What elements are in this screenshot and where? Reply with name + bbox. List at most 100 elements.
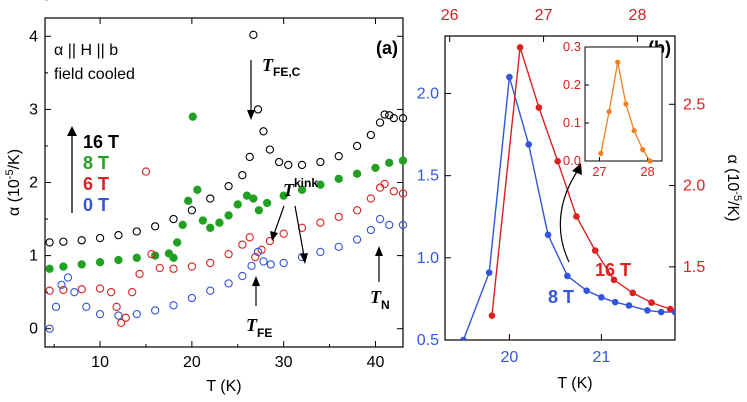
series-label-16T: 16 T <box>595 260 631 280</box>
inset-point <box>640 147 646 153</box>
y-axis-label-b-part: -5 <box>731 191 743 201</box>
y-right-tick-label-b: 1.5 <box>683 259 705 276</box>
data-point <box>279 229 288 238</box>
data-point <box>297 160 307 170</box>
y-tick-label-b: 1.0 <box>417 250 439 267</box>
data-point <box>151 306 160 315</box>
data-point-b <box>591 247 599 254</box>
data-point <box>352 206 362 215</box>
data-point <box>238 171 247 180</box>
legend-entry: 0 T <box>83 195 109 215</box>
x-tick-label-a: 10 <box>91 354 109 371</box>
data-point-b <box>525 141 533 148</box>
data-point <box>184 196 193 205</box>
data-point <box>82 302 91 311</box>
data-point <box>238 271 247 281</box>
data-point <box>117 318 126 328</box>
data-point-b <box>554 157 561 165</box>
data-point-b <box>488 312 496 319</box>
tn-pointer-head <box>375 246 383 256</box>
tfec-pointer-head <box>247 110 255 120</box>
data-point-b <box>657 308 665 316</box>
data-point <box>253 105 263 114</box>
data-point <box>366 225 376 235</box>
data-point <box>233 200 242 209</box>
data-point <box>114 255 123 265</box>
series-a-0 <box>45 30 408 247</box>
data-point <box>245 233 254 242</box>
data-point <box>193 185 202 194</box>
data-point <box>254 206 264 215</box>
data-point <box>57 280 66 290</box>
y-axis-label-b-part: /K) <box>724 201 741 221</box>
y-axis-label-b: α (10-5/K) <box>724 154 743 221</box>
data-point <box>59 262 68 271</box>
series-a-3 <box>45 214 408 333</box>
x-tick-label-a: 20 <box>183 354 201 371</box>
data-point-b <box>535 104 543 111</box>
data-point <box>141 167 151 176</box>
data-point <box>385 158 394 167</box>
data-point <box>380 110 389 119</box>
data-point <box>274 157 284 167</box>
data-point <box>132 309 141 319</box>
plot-frame-b <box>444 35 676 341</box>
data-point <box>316 247 325 257</box>
data-point <box>366 194 376 203</box>
x-top-tick-label-b: 26 <box>441 7 459 24</box>
data-point <box>259 257 268 266</box>
data-point <box>147 249 156 259</box>
data-point-b <box>598 293 605 301</box>
y-axis-label-part: -5 <box>4 169 16 179</box>
data-point <box>259 127 268 136</box>
tkink-pointer-2-head <box>300 253 308 264</box>
tkink-pointer-1 <box>273 205 285 235</box>
inset-x-tick-label: 28 <box>640 164 654 179</box>
inset-point <box>623 101 629 107</box>
data-point-b <box>583 287 590 295</box>
data-point <box>251 252 260 262</box>
data-point <box>224 249 233 259</box>
x-tick-label-a: 30 <box>275 354 293 371</box>
data-point-b <box>648 299 655 306</box>
data-point <box>371 163 380 173</box>
data-point <box>279 258 288 268</box>
data-point <box>169 264 178 273</box>
legend-arrow-head <box>67 126 77 136</box>
inset-y-tick-label: 0.3 <box>563 39 581 54</box>
inset-point <box>647 158 653 164</box>
y-axis-label-a: α (10-5/K) <box>4 149 23 216</box>
series-a-1 <box>45 112 408 273</box>
series-line-b <box>491 47 671 316</box>
y-tick-label-a: 2 <box>29 175 38 192</box>
legend-entry: 8 T <box>83 153 109 173</box>
data-point <box>169 214 178 224</box>
data-point <box>224 182 233 191</box>
tkink-pointer-1-head <box>270 231 278 241</box>
data-point <box>59 285 68 295</box>
inset-point <box>615 59 621 65</box>
tkink-label-main: T <box>283 180 295 200</box>
data-point-b <box>610 276 618 284</box>
data-point <box>245 152 254 162</box>
inset-y-tick-label: 0.2 <box>563 77 581 92</box>
data-point <box>70 288 79 297</box>
y-right-tick-label-b: 2.5 <box>683 96 705 113</box>
data-point <box>112 302 121 311</box>
data-point <box>316 180 325 189</box>
data-point-b <box>564 272 571 280</box>
data-point <box>173 238 182 247</box>
data-point-b <box>629 289 637 297</box>
data-point <box>106 288 116 297</box>
data-point <box>352 141 362 151</box>
inset: 27 28 0.0 0.1 0.2 0.3 <box>563 39 663 179</box>
data-point <box>389 187 398 196</box>
data-point <box>77 260 86 269</box>
data-point <box>206 223 215 232</box>
data-point <box>45 324 54 333</box>
x-axis-label-a: T (K) <box>206 378 241 395</box>
data-point <box>206 258 215 268</box>
data-point <box>77 285 86 294</box>
data-point <box>238 240 247 249</box>
